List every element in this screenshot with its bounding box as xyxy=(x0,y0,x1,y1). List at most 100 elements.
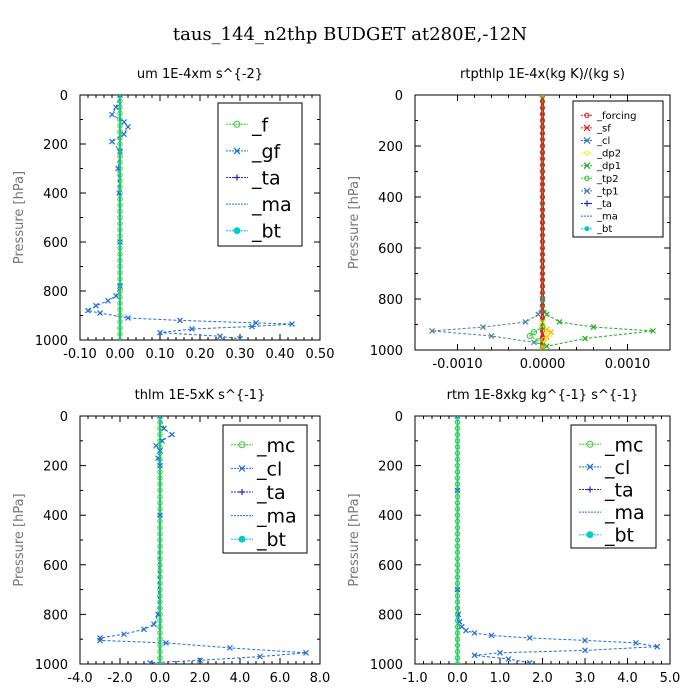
panel-4: rtm 1E-8xkg kg^{-1} s^{-1} Pressure [hPa]… xyxy=(347,388,680,686)
x-tick-label: -0.10 xyxy=(63,347,97,362)
data-point xyxy=(454,500,461,506)
data-point xyxy=(227,644,233,651)
data-point xyxy=(125,123,131,130)
data-point xyxy=(543,311,550,318)
data-point xyxy=(97,310,103,316)
series-layer xyxy=(97,416,309,664)
x-tick-label: 0.30 xyxy=(226,347,255,362)
data-point xyxy=(157,500,163,506)
data-point xyxy=(117,208,123,215)
data-point xyxy=(454,444,461,450)
y-tick-label: 600 xyxy=(378,242,403,257)
data-point xyxy=(454,419,461,425)
data-point xyxy=(454,599,461,605)
data-point xyxy=(454,475,461,481)
legend-marker xyxy=(238,535,246,543)
legend-label: _ta xyxy=(596,199,612,210)
data-point xyxy=(480,324,486,330)
series-line-tp1 xyxy=(431,95,543,343)
data-point xyxy=(303,649,309,656)
data-point xyxy=(539,168,546,175)
data-point xyxy=(539,264,546,270)
data-point xyxy=(237,335,243,340)
series-layer xyxy=(85,95,295,340)
legend-label: _mc xyxy=(604,434,643,456)
data-point xyxy=(121,119,127,125)
data-point xyxy=(454,630,461,636)
data-point xyxy=(177,317,183,324)
y-axis-label: Pressure [hPa] xyxy=(347,176,362,269)
data-point xyxy=(497,649,503,656)
data-point xyxy=(454,574,461,580)
legend-label: _ma xyxy=(596,212,618,223)
panel-1: um 1E-4xm s^{-2} Pressure [hPa] 0 200 400 600… xyxy=(12,67,334,362)
data-point xyxy=(109,111,115,118)
data-point xyxy=(125,315,131,321)
y-tick-label: 400 xyxy=(378,509,403,524)
panel-2: rtpthlp 1E-4x(kg K)/(kg s) Pressure [hPa]… xyxy=(347,67,671,372)
legend-label: _ta xyxy=(256,482,286,504)
series-line-cl xyxy=(457,416,658,664)
y-tick-label: 1000 xyxy=(35,334,68,349)
data-point xyxy=(85,307,91,314)
data-point xyxy=(539,95,546,98)
data-point xyxy=(531,329,537,336)
x-tick-label: 2.0 xyxy=(190,671,211,686)
legend-box xyxy=(570,424,657,549)
data-point xyxy=(257,653,263,660)
data-point xyxy=(539,124,546,130)
legend-marker xyxy=(583,124,591,132)
x-tick-label: 2.0 xyxy=(532,671,553,686)
y-tick-label: 800 xyxy=(378,608,403,623)
y-tick-label: 0 xyxy=(395,410,403,425)
y-tick-label: 1000 xyxy=(370,344,403,359)
y-tick-label: 1000 xyxy=(35,658,68,673)
x-tick-label: 0.20 xyxy=(186,347,215,362)
data-point xyxy=(157,462,163,469)
legend-label: _cl xyxy=(596,136,610,147)
data-point xyxy=(454,487,461,494)
legend-label: _tp1 xyxy=(596,186,619,197)
series-layer xyxy=(454,416,661,664)
data-point xyxy=(463,627,469,634)
data-point xyxy=(121,631,127,638)
legend-marker xyxy=(233,227,241,235)
data-point xyxy=(654,643,661,650)
data-point xyxy=(189,326,195,332)
data-point xyxy=(548,329,554,336)
x-tick-label: 0.0 xyxy=(150,671,171,686)
data-point xyxy=(153,442,159,449)
data-point xyxy=(147,659,153,664)
data-point xyxy=(121,131,127,138)
data-point xyxy=(522,319,529,325)
data-point xyxy=(157,524,163,531)
y-axis-label: Pressure [hPa] xyxy=(347,493,362,586)
data-point xyxy=(526,659,533,664)
legend-label: _bt xyxy=(604,525,634,547)
data-point xyxy=(157,655,163,661)
legend-marker xyxy=(583,187,591,195)
x-tick-label: 0.00 xyxy=(106,347,135,362)
data-point xyxy=(454,549,461,556)
data-point xyxy=(535,338,542,345)
x-tick-label: 0.0010 xyxy=(605,357,651,372)
y-tick-label: 200 xyxy=(378,460,403,475)
data-point xyxy=(117,263,123,270)
data-point xyxy=(97,637,103,644)
data-point xyxy=(161,425,167,432)
legend-label: _ma xyxy=(604,502,645,524)
x-tick-label: 4.0 xyxy=(230,671,251,686)
legend-label: _dp1 xyxy=(596,161,621,172)
legend-label: _bt xyxy=(256,529,286,551)
legend: _mc_cl_ta_ma_bt xyxy=(570,424,657,549)
data-point xyxy=(505,656,512,662)
x-tick-label: 5.0 xyxy=(660,671,681,686)
data-point xyxy=(105,297,111,304)
legend-label: _f xyxy=(251,114,270,136)
x-tick-label: -0.0010 xyxy=(432,357,482,372)
y-axis-label: Pressure [hPa] xyxy=(12,171,27,264)
data-point xyxy=(539,98,546,105)
data-point xyxy=(454,524,461,531)
y-tick-label: 400 xyxy=(43,509,68,524)
y-tick-label: 0 xyxy=(60,89,68,104)
